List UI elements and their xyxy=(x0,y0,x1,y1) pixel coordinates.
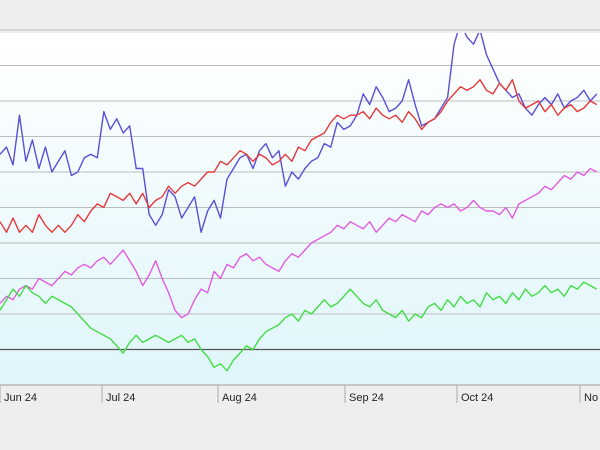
x-axis-ticks: Jun 24 Jul 24 Aug 24 Sep 24 Oct 24 No xyxy=(0,385,598,404)
grid-lines xyxy=(0,29,600,386)
series-line-3 xyxy=(0,167,598,319)
x-tick-label: Sep 24 xyxy=(349,392,384,404)
x-tick-label: Aug 24 xyxy=(222,392,257,404)
x-tick-label: No xyxy=(584,392,598,404)
series-line-4 xyxy=(0,281,598,372)
x-tick-label: Jul 24 xyxy=(106,392,135,404)
series-line-2 xyxy=(0,78,598,234)
series-lines xyxy=(0,33,598,372)
x-tick-label: Jun 24 xyxy=(4,392,37,404)
plot-area xyxy=(0,33,600,385)
x-tick-label: Oct 24 xyxy=(461,392,493,404)
series-line-1 xyxy=(0,33,598,234)
